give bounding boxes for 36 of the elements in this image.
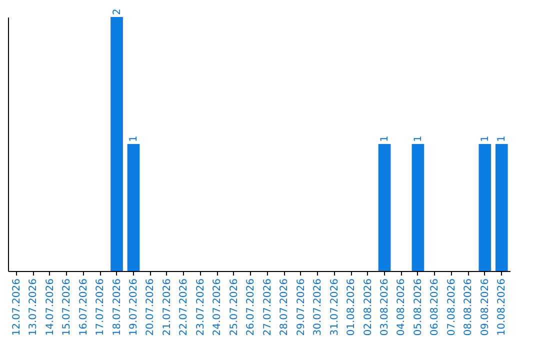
x-tick-label: 30.07.2026 <box>312 278 324 336</box>
x-tick-label: 28.07.2026 <box>279 278 290 336</box>
x-tick-label: 22.07.2026 <box>178 278 190 336</box>
x-tick-label: 19.07.2026 <box>128 278 140 336</box>
x-tick-label: 15.07.2026 <box>62 278 73 336</box>
x-tick-label: 09.08.2026 <box>480 278 491 336</box>
x-tick-label: 23.07.2026 <box>195 278 206 336</box>
data-label: 1 <box>128 136 140 142</box>
x-tick-label: 13.07.2026 <box>28 278 40 336</box>
x-tick-label: 01.08.2026 <box>346 278 358 336</box>
data-label: 1 <box>380 136 390 142</box>
x-tick-label: 31.07.2026 <box>329 278 340 336</box>
x-tick-label: 07.08.2026 <box>446 278 458 336</box>
x-tick-label: 14.07.2026 <box>44 278 56 336</box>
x-tick-label: 21.07.2026 <box>162 278 173 336</box>
x-tick-label: 18.07.2026 <box>112 278 123 336</box>
data-label: 1 <box>412 136 424 142</box>
x-tick-label: 29.07.2026 <box>296 278 307 336</box>
x-tick-label: 02.08.2026 <box>362 278 374 336</box>
x-tick-label: 16.07.2026 <box>78 278 90 336</box>
data-label: 2 <box>112 8 123 15</box>
x-tick-label: 27.07.2026 <box>262 278 274 336</box>
x-tick-label: 12.07.2026 <box>11 278 22 336</box>
x-tick-label: 17.07.2026 <box>95 278 106 336</box>
x-tick-label: 25.07.2026 <box>228 278 240 336</box>
x-tick-label: 24.07.2026 <box>212 278 224 336</box>
data-label: 1 <box>480 136 491 142</box>
x-tick-label: 10.08.2026 <box>496 278 508 336</box>
x-tick-label: 06.08.2026 <box>430 278 441 336</box>
x-tick-label: 05.08.2026 <box>412 278 424 336</box>
x-tick-label: 26.07.2026 <box>246 278 257 336</box>
x-tick-label: 08.08.2026 <box>463 278 474 336</box>
x-tick-label: 03.08.2026 <box>380 278 390 336</box>
x-tick-label: 04.08.2026 <box>396 278 408 336</box>
data-label: 1 <box>496 136 508 142</box>
x-tick-label: 20.07.2026 <box>145 278 156 336</box>
